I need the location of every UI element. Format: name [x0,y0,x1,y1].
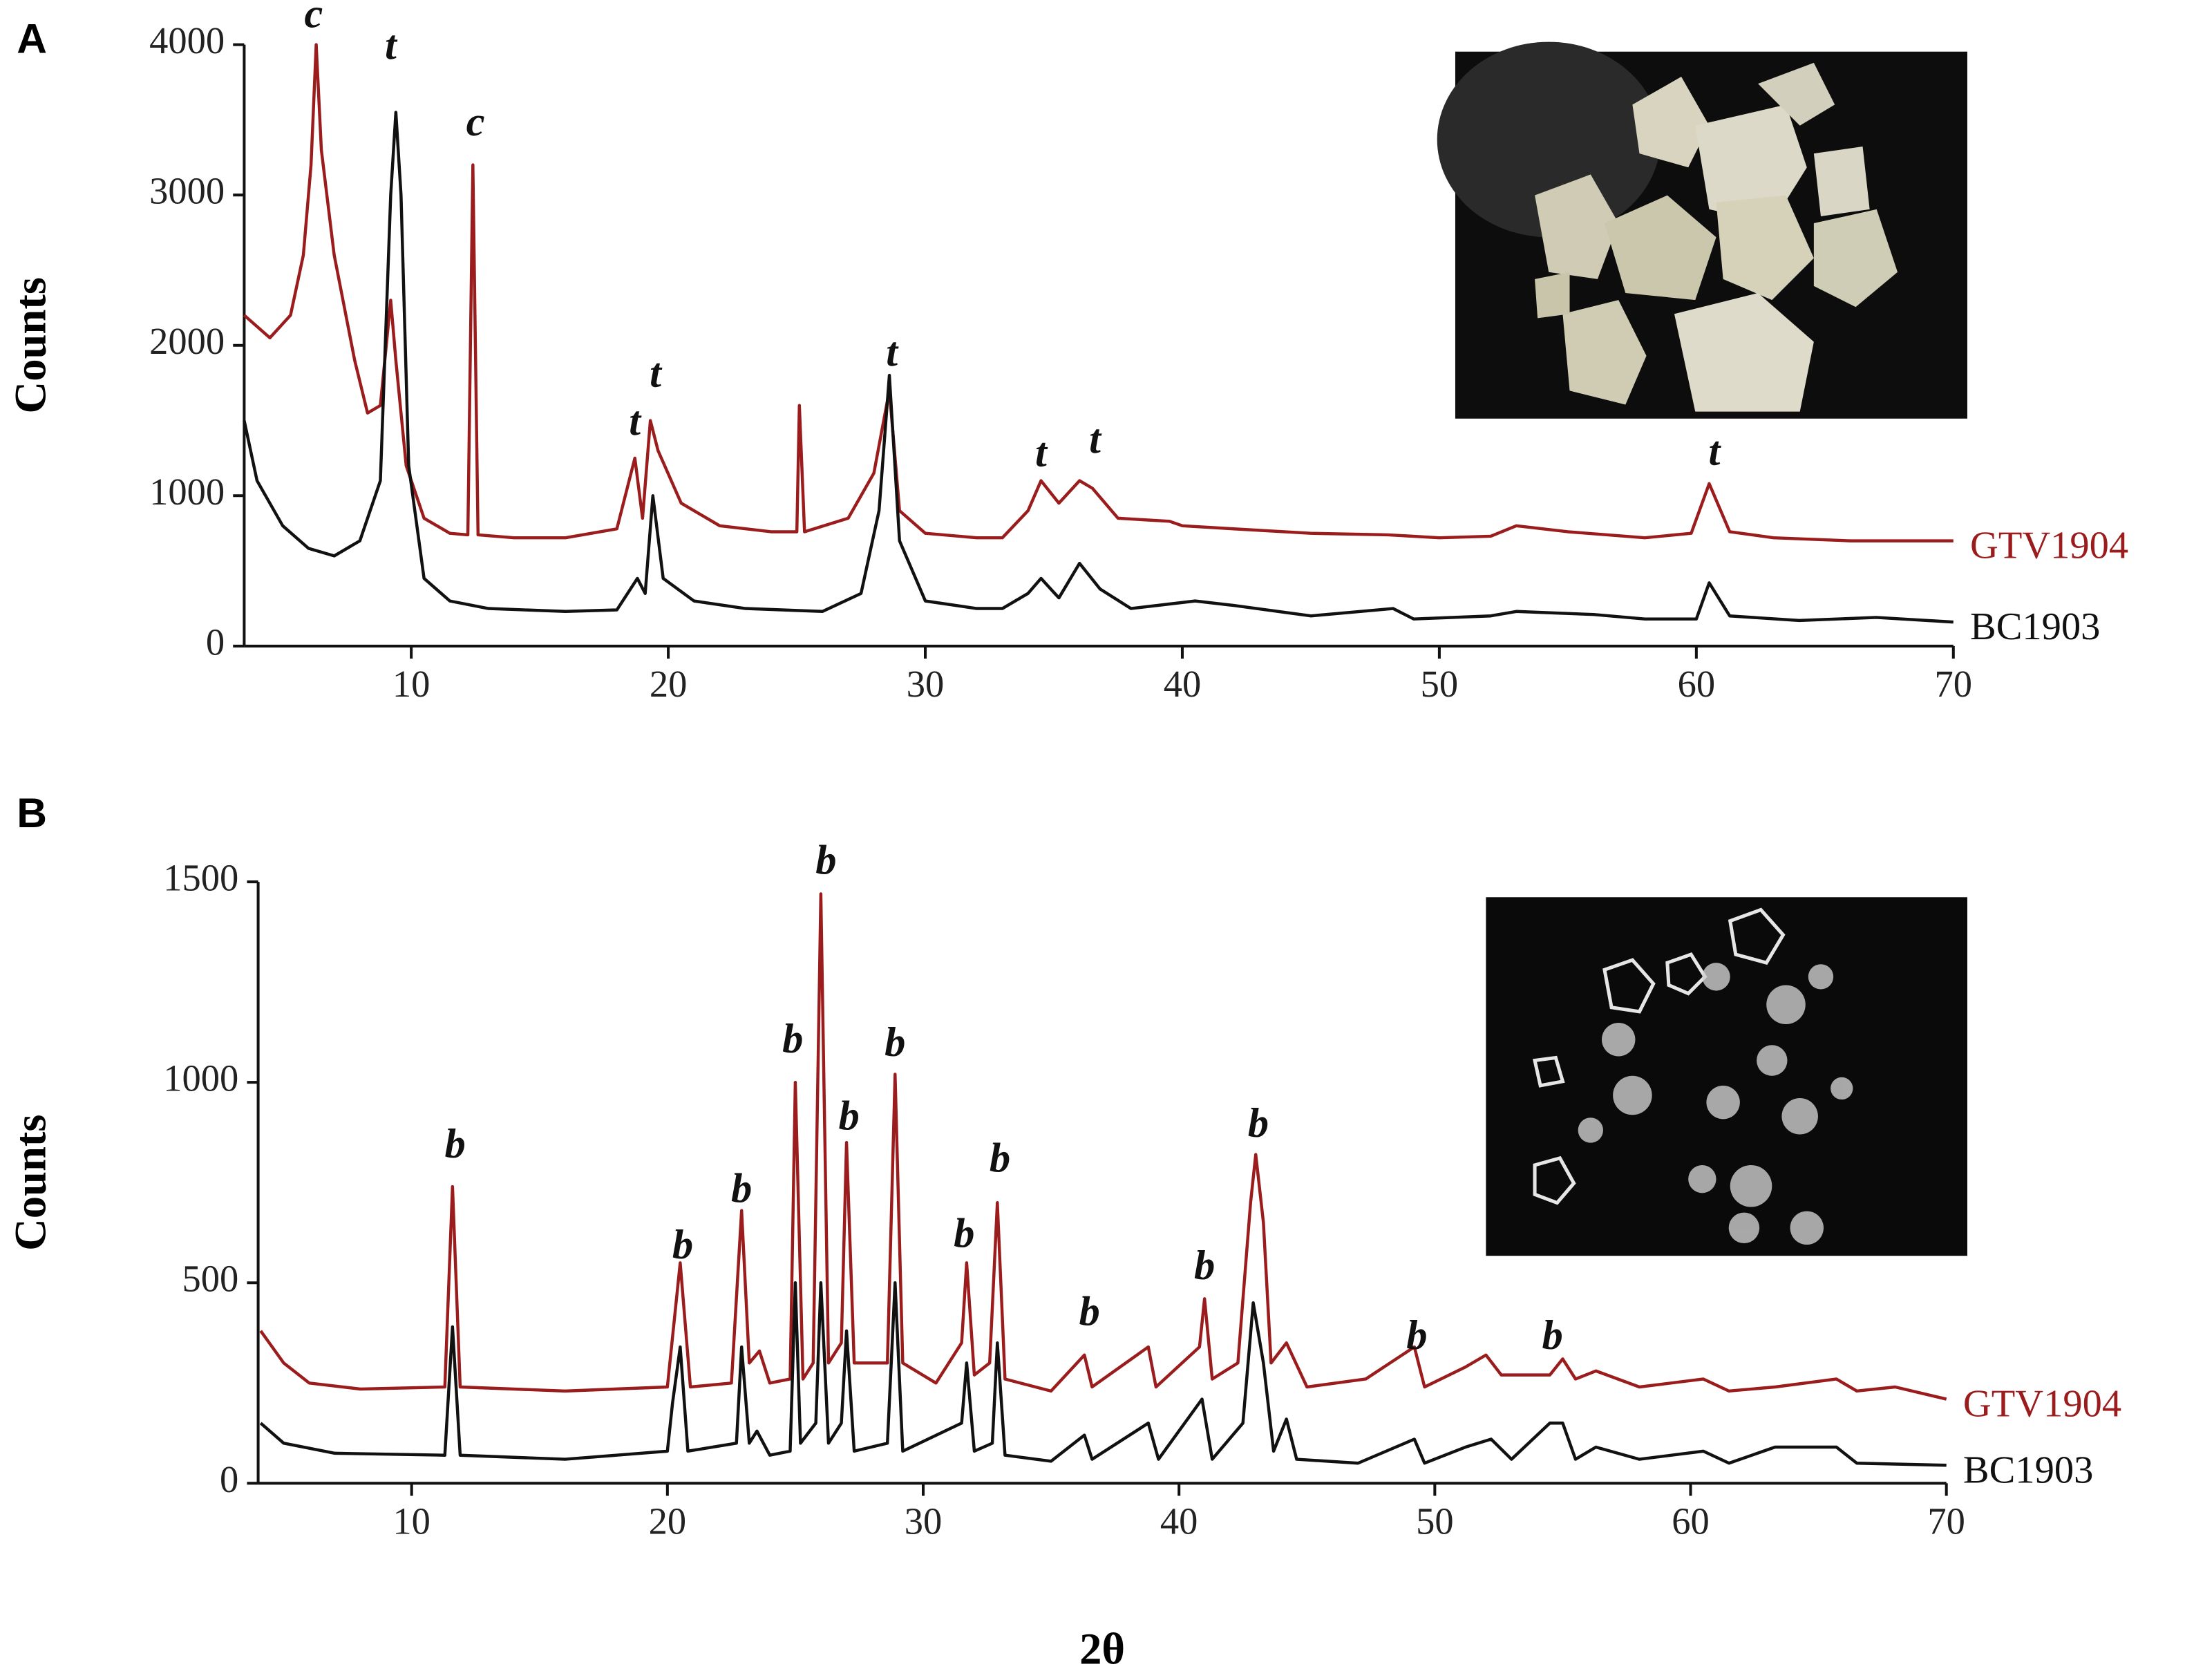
peak-label: b [1248,1100,1269,1146]
x-tick-label: 50 [1421,663,1459,705]
peak-label: b [839,1093,860,1140]
y-tick-label: 1000 [163,1057,238,1099]
chart: B Counts 2θ 0 500 1000 1500 10 20 30 40 50 60 70 GTV19… [5,789,2121,1673]
x-tick-label: 40 [1160,1500,1198,1542]
panel-letter: B [17,789,47,836]
x-tick-label: 60 [1678,663,1716,705]
peak-label: t [385,22,398,68]
x-tick-label: 30 [905,1500,943,1542]
x-tick-label: 30 [907,663,945,705]
x-tick-label: 70 [1935,663,1973,705]
peak-label: b [1194,1243,1215,1289]
x-tick-label: 40 [1164,663,1202,705]
peak-label: t [1708,428,1721,474]
peak-label: b [672,1222,693,1268]
peak-label: t [1035,430,1048,476]
y-tick-label: 0 [220,1458,238,1500]
peak-label: b [1079,1289,1099,1335]
peak-label: b [954,1211,974,1257]
x-tick-label: 20 [649,1500,687,1542]
series-label: GTV1904 [1970,525,2128,567]
x-tick-label: 10 [392,1500,431,1542]
peak-label: t [629,398,642,444]
peak-label: c [466,99,485,145]
peak-label: b [444,1121,465,1167]
panel-letter: A [17,15,47,62]
x-axis-label: 2θ [1079,1623,1125,1673]
peak-label: t [886,329,899,375]
inset-photo-b [1486,897,1967,1256]
peak-label: t [650,350,663,396]
series-label: GTV1904 [1963,1383,2121,1426]
series-line [243,43,1954,542]
y-axis-label: Counts [5,1114,55,1250]
chart: A Counts 0 1000 2000 3000 4000 10 20 30 40 50 60 70 GT… [5,0,2128,705]
inset-photo-a [1437,41,1967,419]
x-tick-label: 60 [1672,1500,1710,1542]
y-tick-label: 1500 [163,857,238,899]
peak-label: t [1089,416,1102,462]
peak-label: b [731,1166,752,1212]
y-tick-label: 4000 [149,19,225,62]
series-line [259,1281,1947,1467]
y-tick-label: 3000 [149,170,225,212]
x-tick-label: 10 [392,663,431,705]
peak-label: b [990,1135,1010,1182]
series-line [243,111,1954,624]
peak-label: b [1406,1312,1427,1359]
y-tick-label: 500 [182,1258,239,1300]
y-tick-label: 2000 [149,320,225,362]
series-label: BC1903 [1970,605,2100,648]
y-tick-label: 1000 [149,471,225,513]
peak-label: c [304,0,323,37]
peak-label: b [885,1019,905,1066]
y-axis-label: Counts [5,277,55,414]
series-label: BC1903 [1963,1448,2093,1491]
peak-label: b [815,837,836,883]
x-tick-label: 70 [1927,1500,1965,1542]
peak-label: b [1542,1312,1562,1359]
peak-label: b [782,1016,803,1062]
x-tick-label: 20 [650,663,688,705]
x-tick-label: 50 [1416,1500,1454,1542]
y-tick-label: 0 [206,621,225,663]
series-line [259,892,1947,1401]
